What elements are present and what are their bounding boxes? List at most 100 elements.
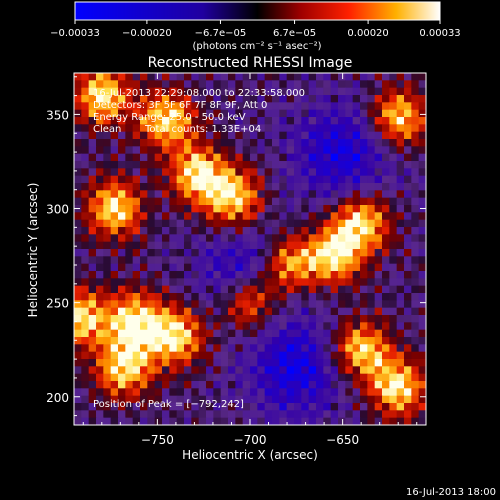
heatmap-cell	[323, 373, 332, 382]
heatmap-cell	[74, 373, 82, 382]
heatmap-cell	[125, 263, 134, 272]
heatmap-cell	[74, 80, 82, 89]
heatmap-cell	[154, 183, 163, 191]
heatmap-cell	[360, 234, 368, 243]
heatmap-cell	[338, 131, 346, 140]
heatmap-cell	[110, 146, 119, 155]
heatmap-cell	[264, 175, 273, 184]
heatmap-cell	[74, 73, 82, 81]
heatmap-cell	[198, 417, 207, 425]
heatmap-cell	[301, 366, 310, 375]
heatmap-cell	[338, 307, 346, 316]
heatmap-cell	[81, 183, 90, 191]
heatmap-cell	[272, 117, 280, 125]
heatmap-cell	[191, 344, 200, 353]
heatmap-cell	[264, 351, 273, 360]
heatmap-cell	[411, 124, 420, 133]
heatmap-cell	[330, 219, 339, 228]
heatmap-cell	[140, 168, 148, 177]
heatmap-cell	[235, 117, 244, 125]
heatmap-cell	[118, 249, 126, 257]
heatmap-cell	[338, 395, 346, 404]
heatmap-cell	[103, 153, 112, 162]
heatmap-cell	[389, 329, 398, 338]
heatmap-cell	[96, 373, 104, 382]
heatmap-cell	[286, 278, 295, 287]
heatmap-cell	[198, 190, 207, 199]
heatmap-cell	[374, 102, 383, 111]
heatmap-cell	[213, 300, 222, 309]
heatmap-cell	[404, 278, 412, 287]
heatmap-cell	[220, 102, 229, 111]
heatmap-cell	[374, 256, 383, 265]
heatmap-cell	[345, 337, 354, 345]
heatmap-cell	[74, 175, 82, 184]
heatmap-cell	[147, 190, 156, 199]
heatmap-cell	[176, 315, 185, 323]
heatmap-cell	[286, 315, 295, 323]
heatmap-cell	[228, 124, 236, 133]
heatmap-cell	[418, 329, 426, 338]
heatmap-cell	[206, 190, 214, 199]
heatmap-cell	[411, 205, 420, 213]
heatmap-cell	[418, 256, 426, 265]
heatmap-cell	[301, 87, 310, 96]
heatmap-cell	[345, 359, 354, 367]
heatmap-cell	[418, 212, 426, 221]
heatmap-cell	[360, 168, 368, 177]
heatmap-cell	[191, 175, 200, 184]
heatmap-cell	[96, 417, 104, 425]
heatmap-cell	[286, 197, 295, 206]
heatmap-cell	[352, 117, 361, 125]
heatmap-cell	[220, 249, 229, 257]
x-axis-label: Heliocentric X (arcsec)	[182, 448, 318, 462]
heatmap-cell	[81, 153, 90, 162]
heatmap-cell	[411, 73, 420, 81]
heatmap-cell	[169, 329, 178, 338]
heatmap-cell	[162, 197, 170, 206]
heatmap-cell	[345, 190, 354, 199]
heatmap-cell	[330, 146, 339, 155]
heatmap-cell	[308, 234, 317, 243]
heatmap-cell	[147, 197, 156, 206]
heatmap-cell	[206, 212, 214, 221]
heatmap-cell	[206, 417, 214, 425]
heatmap-cell	[360, 124, 368, 133]
heatmap-cell	[374, 87, 383, 96]
heatmap-cell	[396, 183, 405, 191]
heatmap-cell	[404, 329, 412, 338]
heatmap-cell	[374, 285, 383, 294]
heatmap-cell	[132, 153, 141, 162]
heatmap-cell	[103, 388, 112, 397]
heatmap-cell	[360, 73, 368, 81]
heatmap-cell	[198, 278, 207, 287]
heatmap-cell	[242, 234, 251, 243]
heatmap-cell	[396, 381, 405, 389]
heatmap-cell	[396, 344, 405, 353]
heatmap-cell	[352, 278, 361, 287]
heatmap-cell	[264, 307, 273, 316]
heatmap-cell	[396, 241, 405, 250]
heatmap-cell	[418, 322, 426, 331]
heatmap-cell	[257, 197, 266, 206]
heatmap-cell	[308, 153, 317, 162]
heatmap-cell	[220, 205, 229, 213]
heatmap-cell	[118, 95, 126, 103]
heatmap-cell	[213, 249, 222, 257]
heatmap-cell	[162, 109, 170, 118]
heatmap-cell	[74, 351, 82, 360]
heatmap-cell	[308, 410, 317, 419]
heatmap-cell	[140, 381, 148, 389]
heatmap-cell	[272, 388, 280, 397]
heatmap-cell	[374, 293, 383, 301]
heatmap-cell	[96, 175, 104, 184]
heatmap-cell	[81, 131, 90, 140]
heatmap-cell	[74, 131, 82, 140]
heatmap-cell	[301, 73, 310, 81]
heatmap-cell	[323, 175, 332, 184]
heatmap-cell	[264, 256, 273, 265]
heatmap-cell	[272, 293, 280, 301]
heatmap-cell	[220, 351, 229, 360]
heatmap-cell	[250, 168, 258, 177]
heatmap-cell	[316, 373, 324, 382]
